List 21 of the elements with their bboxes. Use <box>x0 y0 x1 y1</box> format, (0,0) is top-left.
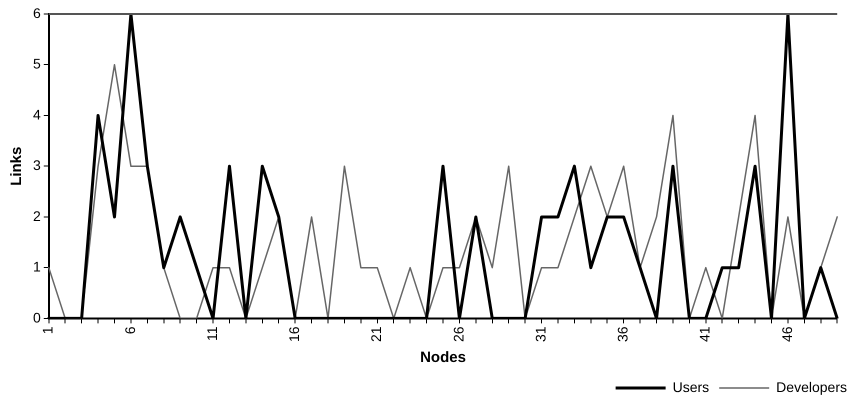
x-tick-label: 21 <box>368 326 384 342</box>
legend-label: Developers <box>776 378 848 395</box>
y-axis-title: Links <box>8 146 26 186</box>
y-tick-label: 1 <box>32 258 41 275</box>
y-tick-label: 4 <box>32 106 41 122</box>
x-tick-label: 26 <box>450 326 466 342</box>
y-tick-label: 2 <box>32 208 41 224</box>
legend-label: Users <box>672 378 710 395</box>
x-tick-label: 6 <box>122 326 138 334</box>
x-axis-title: Nodes <box>420 349 466 366</box>
x-tick-label: 46 <box>778 326 795 342</box>
y-tick-label: 3 <box>32 157 41 174</box>
x-tick-label: 36 <box>614 326 631 342</box>
x-tick-label: 16 <box>286 326 302 342</box>
x-tick-label: 1 <box>40 326 56 334</box>
y-tick-label: 0 <box>32 309 41 326</box>
y-tick-label: 5 <box>32 56 41 72</box>
x-tick-label: 41 <box>696 326 713 342</box>
y-tick-label: 6 <box>32 4 41 21</box>
x-tick-label: 11 <box>204 326 220 341</box>
x-tick-label: 31 <box>532 326 548 342</box>
